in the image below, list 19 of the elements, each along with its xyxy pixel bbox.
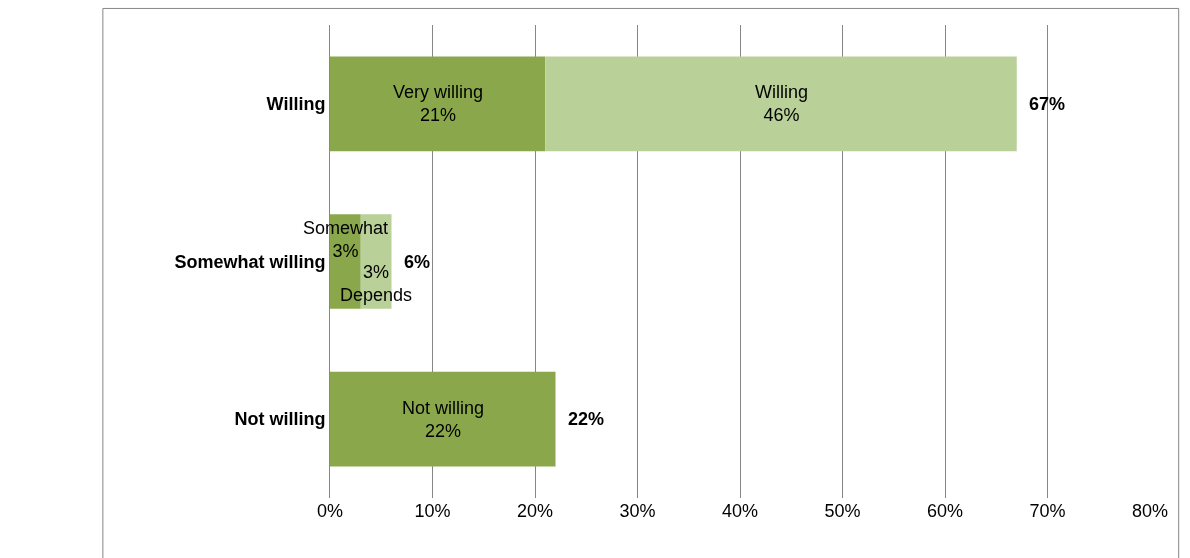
x-tick-label: 80% [1131,501,1169,521]
x-tick-label: 50% [824,501,861,521]
bar [330,371,556,467]
total-label: 67% [1029,94,1066,114]
x-tick-label: 60% [926,501,964,521]
x-tick-label: 10% [414,501,451,521]
y-tick-label: Not willing [234,409,326,430]
x-tick-label: 0% [316,501,344,521]
data-label: Not willing 22% [402,398,485,442]
x-tick-label: 30% [619,501,656,521]
y-tick-label: Willing [266,94,326,115]
x-tick-label: 70% [1029,501,1066,521]
x-tick-label: 20% [516,501,554,521]
data-label: Willing 46% [755,82,809,126]
total-label: 22% [568,409,605,429]
x-tick-label: 40% [721,501,759,521]
data-label: Very willing 21% [393,82,484,126]
bar [545,56,1017,152]
bar [330,56,546,152]
